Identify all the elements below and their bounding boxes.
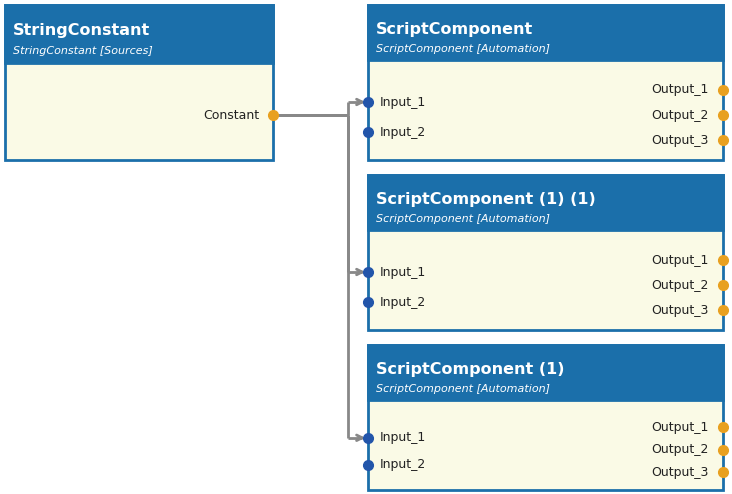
Text: Input_1: Input_1 (380, 265, 426, 279)
Text: Output_3: Output_3 (651, 465, 709, 479)
Bar (368, 345, 723, 490)
Text: ScriptComponent (1) (1): ScriptComponent (1) (1) (376, 192, 596, 206)
Bar (368, 175, 723, 230)
Text: StringConstant: StringConstant (13, 23, 150, 38)
Bar (5, 5, 273, 63)
Bar (368, 5, 723, 160)
Text: Input_2: Input_2 (380, 295, 426, 308)
Bar (368, 345, 723, 400)
Text: Output_1: Output_1 (651, 253, 709, 266)
Text: ScriptComponent [Automation]: ScriptComponent [Automation] (376, 384, 550, 394)
Text: Constant: Constant (203, 109, 259, 122)
Bar (5, 5, 273, 160)
Text: Output_2: Output_2 (651, 109, 709, 122)
Text: ScriptComponent (1): ScriptComponent (1) (376, 362, 564, 377)
Text: ScriptComponent [Automation]: ScriptComponent [Automation] (376, 44, 550, 54)
Text: Input_1: Input_1 (380, 95, 426, 109)
Text: Output_3: Output_3 (651, 303, 709, 317)
Text: ScriptComponent: ScriptComponent (376, 22, 533, 37)
Text: Input_1: Input_1 (380, 431, 426, 444)
Text: ScriptComponent [Automation]: ScriptComponent [Automation] (376, 214, 550, 224)
Text: Input_2: Input_2 (380, 458, 426, 471)
Bar (368, 175, 723, 330)
Text: Output_2: Output_2 (651, 279, 709, 291)
Text: Output_2: Output_2 (651, 443, 709, 456)
Text: StringConstant [Sources]: StringConstant [Sources] (13, 46, 153, 56)
Text: Output_1: Output_1 (651, 83, 709, 96)
Bar (368, 5, 723, 60)
Text: Input_2: Input_2 (380, 125, 426, 138)
Text: Output_3: Output_3 (651, 133, 709, 147)
Text: Output_1: Output_1 (651, 420, 709, 434)
